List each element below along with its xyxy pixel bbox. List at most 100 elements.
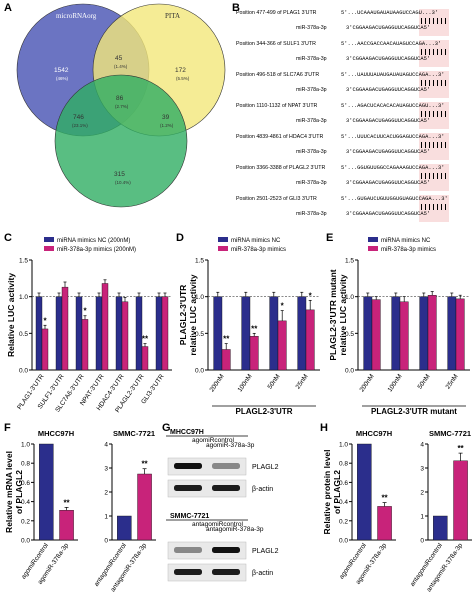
y-tick-label: 0	[104, 538, 108, 545]
group-title: MHCC97H	[38, 429, 74, 438]
bar	[155, 296, 163, 371]
band-label: β-actin	[252, 570, 273, 577]
venn-label-microrna: microRNAorg	[56, 12, 97, 20]
blot-membrane	[167, 541, 247, 560]
x-axis-label: PLAGL2-3'UTR	[235, 407, 292, 416]
legend-swatch	[218, 246, 228, 251]
y-tick-label: 0.2	[21, 518, 30, 525]
site-target-sequence: 5'...UAUUUAUAUGAUAUAGUCCAGA...3'	[341, 72, 445, 78]
seed-highlight	[419, 40, 449, 67]
legend-swatch	[44, 237, 54, 242]
chart-d-plagl2-dose: PLAGL2-3'UTR relative LUC activity0.00.51…	[178, 237, 320, 416]
y-tick-label: 1	[420, 514, 424, 521]
site-target-sequence: 5'...UCAAAUGAUAUAAGUCCAGU...3'	[341, 10, 439, 16]
y-tick-label: 1.0	[345, 294, 354, 301]
blot-band	[174, 547, 202, 553]
y-tick-label: 2	[104, 490, 108, 497]
site-position-label: Position 1110-1132 of NPAT 3'UTR	[236, 103, 318, 109]
y-tick-label: 2	[420, 490, 424, 497]
bar	[115, 296, 123, 371]
y-axis-label: of PLAGL2	[332, 470, 342, 514]
y-tick-label: 0.0	[195, 368, 204, 375]
site-position-label: Position 2501-2523 of GLI3 3'UTR	[236, 196, 317, 202]
bar	[41, 328, 49, 371]
mirna-label: miR-378a-3p	[296, 149, 327, 155]
x-tick-label: antagomiR-378a-3p	[426, 542, 465, 593]
significance-mark: *	[309, 291, 313, 300]
bar	[371, 299, 381, 371]
bar	[213, 296, 223, 371]
seed-pairing-bars	[421, 111, 449, 117]
mirna-sequence: 3'CGGAAGACUGAGGUUCAGGUCA5'	[346, 25, 431, 31]
blot-band	[212, 547, 240, 553]
venn-diagram: microRNAorg PITA TargetScan 1542 (46%) 1…	[16, 3, 226, 219]
panel-letter-b: B	[232, 2, 240, 14]
bar	[297, 296, 307, 371]
bar	[61, 286, 69, 371]
group-title: SMMC-7721	[113, 429, 155, 438]
mirna-label: miR-378a-3p	[296, 211, 327, 217]
mirna-label: miR-378a-3p	[296, 118, 327, 124]
bar	[427, 295, 437, 371]
bar	[35, 296, 43, 371]
blot-band	[212, 463, 240, 469]
legend-swatch	[368, 237, 378, 242]
significance-mark: *	[43, 316, 47, 325]
y-tick-label: 0.0	[345, 368, 354, 375]
blot-title: MHCC97H	[170, 429, 204, 436]
legend-swatch	[218, 237, 228, 242]
blot-membrane	[167, 479, 247, 498]
mirna-label: miR-378a-3p	[296, 25, 327, 31]
y-tick-label: 0.8	[21, 461, 30, 468]
venn-pct-p-only: (5.5%)	[176, 76, 190, 81]
mirna-label: miR-378a-3p	[296, 87, 327, 93]
venn-count-m-only: 1542	[54, 67, 69, 74]
y-tick-label: 0.0	[21, 538, 30, 545]
blot-band	[174, 463, 202, 469]
legend-label: miR-378a-3p mimics	[381, 247, 436, 253]
band-label: β-actin	[252, 486, 273, 493]
bar	[391, 296, 401, 371]
site-position-label: Position 344-366 of SULF1 3'UTR	[236, 41, 316, 47]
significance-mark: **	[251, 324, 258, 333]
bar	[377, 506, 392, 541]
lane-label: agomiRcontrol	[192, 437, 234, 444]
y-axis-label: PLAGL2-3'UTR mutant	[328, 269, 338, 360]
x-tick-label: antagomiR-378a-3p	[110, 542, 149, 593]
panel-letter-d: D	[176, 232, 184, 244]
blot-membrane	[167, 457, 247, 476]
mirna-label: miR-378a-3p	[296, 56, 327, 62]
legend-swatch	[44, 246, 54, 251]
y-tick-label: 3	[104, 466, 108, 473]
y-axis-label: relative LUC activity	[188, 274, 198, 356]
blot-band	[212, 569, 240, 575]
legend-label: miR-378a-3p mimics (200nM)	[57, 247, 136, 253]
sequence-alignment-panel: Position 477-499 of PLAG1 3'UTR 5'...UCAA…	[236, 9, 472, 230]
y-tick-label: 1.0	[21, 442, 30, 449]
y-tick-label: 0	[420, 538, 424, 545]
bar	[221, 349, 231, 371]
legend-label: miR-378a-3p mimics	[231, 247, 286, 253]
bar	[363, 296, 373, 371]
significance-mark: **	[381, 494, 388, 503]
mirna-sequence: 3'CGGAAGACUGAGGUUCAGGUCA5'	[346, 149, 431, 155]
venn-pct-t-only: (10.4%)	[115, 180, 131, 185]
y-axis-label: relative LUC activity	[338, 274, 348, 356]
chart-h-protein-level: Relative protein level of PLAGL2 MHCC97H 0.…	[322, 429, 472, 593]
significance-mark: **	[63, 498, 70, 507]
significance-mark: *	[281, 302, 285, 311]
y-axis-label: Relative LUC activity	[6, 273, 16, 357]
group-title: MHCC97H	[356, 429, 392, 438]
legend-label: miRNA mimics NC	[231, 238, 281, 244]
significance-mark: **	[142, 335, 149, 344]
bar	[241, 296, 251, 371]
x-tick-label: 50nM	[417, 373, 432, 390]
chart-e-plagl2-mutant: PLAGL2-3'UTR mutant relative LUC activity…	[328, 237, 470, 416]
y-axis-label: PLAGL2-3'UTR	[178, 285, 188, 346]
y-tick-label: 0.8	[339, 461, 348, 468]
venn-count-p-only: 172	[175, 67, 186, 74]
venn-label-pita: PITA	[165, 12, 180, 20]
bar	[161, 296, 169, 371]
mirna-sequence: 3'CGGAAGACUGAGGUUCAGGUCA5'	[346, 56, 431, 62]
bar	[269, 296, 279, 371]
